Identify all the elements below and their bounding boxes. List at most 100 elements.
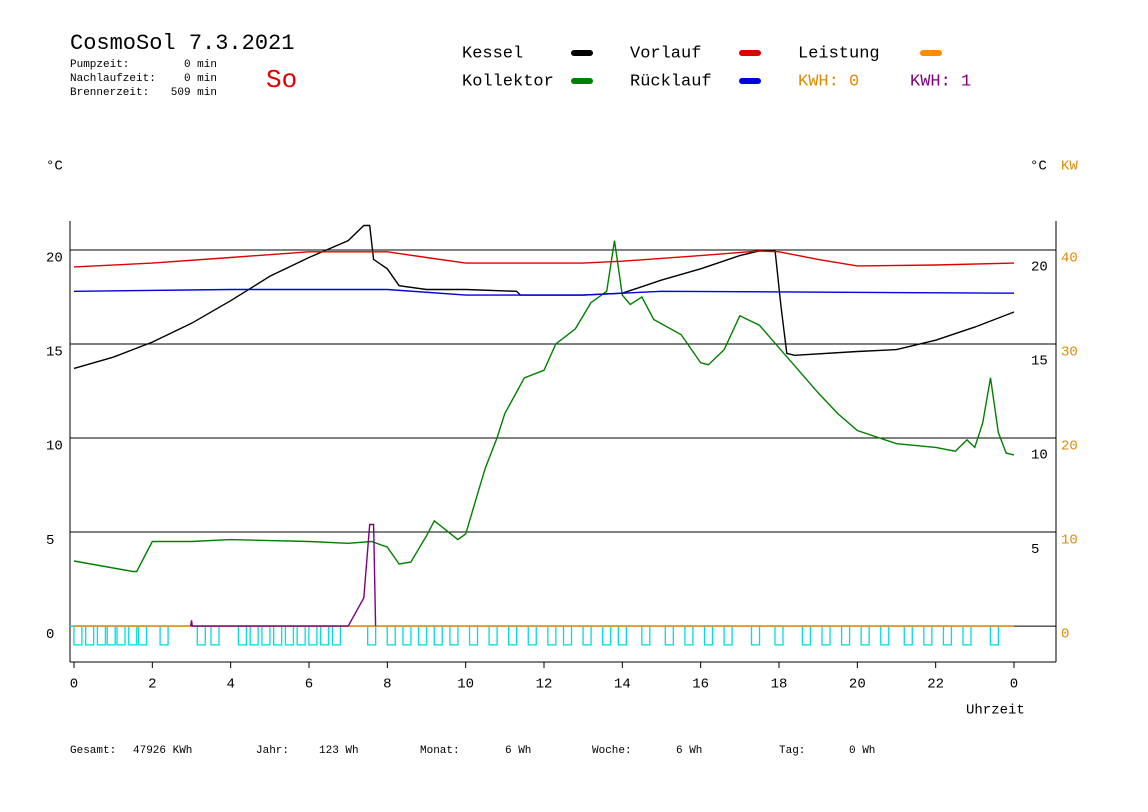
inner-y-tick-label: 10 (1031, 448, 1048, 464)
y2-tick-label: 30 (1061, 345, 1078, 361)
total-label: Woche: (592, 745, 632, 757)
pump-pulse (449, 625, 459, 646)
chart-title: CosmoSol 7.3.2021 (70, 31, 294, 56)
pump-pulse (128, 625, 138, 646)
total-label: Monat: (420, 745, 460, 757)
series-line (73, 250, 1015, 268)
legend-label: Vorlauf (630, 44, 701, 63)
pump-pulse (116, 625, 126, 646)
pump-pulse (942, 625, 953, 646)
inner-y-tick-label: 15 (1031, 354, 1048, 370)
pump-pulse (320, 625, 330, 646)
total-value: 123 Wh (319, 745, 359, 757)
pump-pulse (273, 625, 283, 646)
pump-pulse (860, 625, 870, 646)
x-tick-label: 12 (536, 677, 553, 693)
pump-pulse (880, 625, 890, 646)
stat-value: 0 min (184, 59, 217, 71)
kwh-label: KWH: 0 (798, 72, 859, 91)
pump-pulse (73, 625, 83, 646)
pump-pulse (617, 625, 627, 646)
pump-pulse (923, 625, 933, 646)
y-axis-label: °C (46, 159, 63, 175)
total-label: Gesamt: (70, 745, 116, 757)
pump-pulse (261, 625, 271, 646)
pump-pulse (367, 625, 377, 646)
total-value: 0 Wh (849, 745, 875, 757)
x-tick-label: 8 (383, 677, 391, 693)
legend-label: Rücklauf (630, 72, 712, 91)
pump-pulse (417, 625, 428, 646)
pump-pulse (821, 625, 831, 646)
pump-pulse (296, 625, 306, 646)
total-label: Jahr: (256, 745, 289, 757)
kwh-label: KWH: 1 (910, 72, 971, 91)
pump-pulse (801, 625, 812, 646)
legend-label: Leistung (798, 44, 880, 63)
pump-pulse (602, 625, 612, 646)
x-tick-label: 6 (305, 677, 313, 693)
total-label: Tag: (779, 745, 805, 757)
pump-pulse (85, 625, 95, 646)
total-value: 47926 KWh (133, 745, 192, 757)
x-tick-label: 4 (226, 677, 234, 693)
pump-pulse (962, 625, 972, 646)
pump-pulse (903, 625, 913, 646)
inner-y-tick-label: 5 (1031, 542, 1039, 558)
x-tick-label: 0 (1010, 677, 1018, 693)
pump-pulse (547, 625, 557, 646)
pump-pulse (331, 625, 342, 646)
pump-pulse (840, 625, 851, 646)
pump-pulse (308, 625, 318, 646)
x-tick-label: 14 (614, 677, 631, 693)
series-line (73, 224, 1015, 370)
y2-axis-label-c: °C (1030, 159, 1047, 175)
x-tick-label: 22 (927, 677, 944, 693)
series-line (73, 240, 1015, 573)
y2-axis-label: KW (1061, 159, 1078, 175)
x-tick-label: 0 (70, 677, 78, 693)
x-tick-label: 16 (692, 677, 709, 693)
stat-value: 0 min (184, 73, 217, 85)
x-axis-label: Uhrzeit (966, 703, 1025, 719)
kwh-line (190, 523, 377, 627)
x-tick-label: 2 (148, 677, 156, 693)
x-tick-label: 10 (457, 677, 474, 693)
pump-pulse (249, 625, 259, 646)
pump-pulse (723, 625, 733, 646)
legend-label: Kollektor (462, 72, 554, 91)
pump-pulse (989, 625, 1000, 646)
total-value: 6 Wh (676, 745, 702, 757)
y2-tick-label: 0 (1061, 627, 1069, 643)
pump-pulse (210, 625, 220, 646)
series-line (73, 288, 1015, 296)
pump-pulse (284, 625, 295, 646)
pump-pulse (196, 625, 206, 646)
legend-label: Kessel (462, 44, 523, 63)
pump-pulse (137, 625, 148, 646)
day-label: So (266, 65, 297, 95)
y-tick-label: 20 (46, 251, 63, 267)
pump-pulse (527, 625, 537, 646)
pump-pulse (562, 625, 573, 646)
pump-pulse (774, 625, 784, 646)
y-tick-label: 0 (46, 627, 54, 643)
stat-label: Brennerzeit: (70, 87, 149, 99)
y2-tick-label: 40 (1061, 251, 1078, 267)
stat-value: 509 min (171, 87, 217, 99)
pump-pulse (159, 625, 169, 646)
pump-pulse (750, 625, 761, 646)
pump-pulse (402, 625, 412, 646)
inner-y-tick-label: 20 (1031, 260, 1048, 276)
pump-pulse (684, 625, 694, 646)
pump-pulse (488, 625, 498, 646)
pump-pulse (106, 625, 116, 646)
pump-pulse (582, 625, 592, 646)
stat-label: Nachlaufzeit: (70, 73, 156, 85)
pump-pulse (468, 625, 479, 646)
y-tick-label: 10 (46, 439, 63, 455)
total-value: 6 Wh (505, 745, 531, 757)
pump-pulse (508, 625, 518, 646)
pump-pulse (664, 625, 674, 646)
